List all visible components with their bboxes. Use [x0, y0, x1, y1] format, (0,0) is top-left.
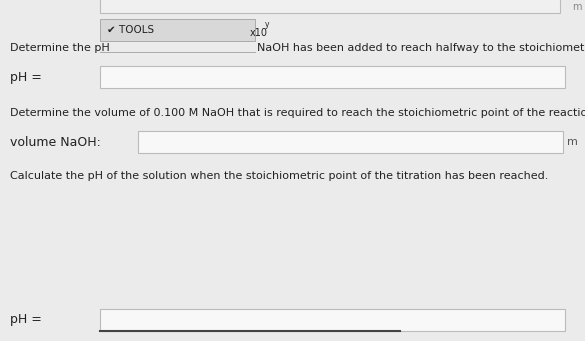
Text: Calculate the pH of the solution when the stoichiometric point of the titration : Calculate the pH of the solution when th…	[10, 171, 548, 181]
Text: volume NaOH:: volume NaOH:	[10, 135, 101, 148]
Text: pH =: pH =	[10, 313, 42, 326]
Text: pH =: pH =	[10, 71, 42, 84]
FancyBboxPatch shape	[100, 0, 560, 13]
Text: NaOH has been added to reach halfway to the stoichiometric point.: NaOH has been added to reach halfway to …	[257, 43, 585, 53]
Text: Determine the pH: Determine the pH	[10, 43, 110, 53]
FancyBboxPatch shape	[138, 131, 563, 153]
Text: m: m	[572, 2, 581, 12]
FancyBboxPatch shape	[100, 19, 255, 41]
Text: ✔ TOOLS: ✔ TOOLS	[107, 25, 154, 35]
FancyBboxPatch shape	[100, 309, 565, 331]
Text: y: y	[265, 20, 270, 29]
Text: m: m	[567, 137, 578, 147]
Text: x10: x10	[250, 28, 268, 38]
FancyBboxPatch shape	[100, 66, 565, 88]
Text: Determine the volume of 0.100 M NaOH that is required to reach the stoichiometri: Determine the volume of 0.100 M NaOH tha…	[10, 108, 585, 118]
